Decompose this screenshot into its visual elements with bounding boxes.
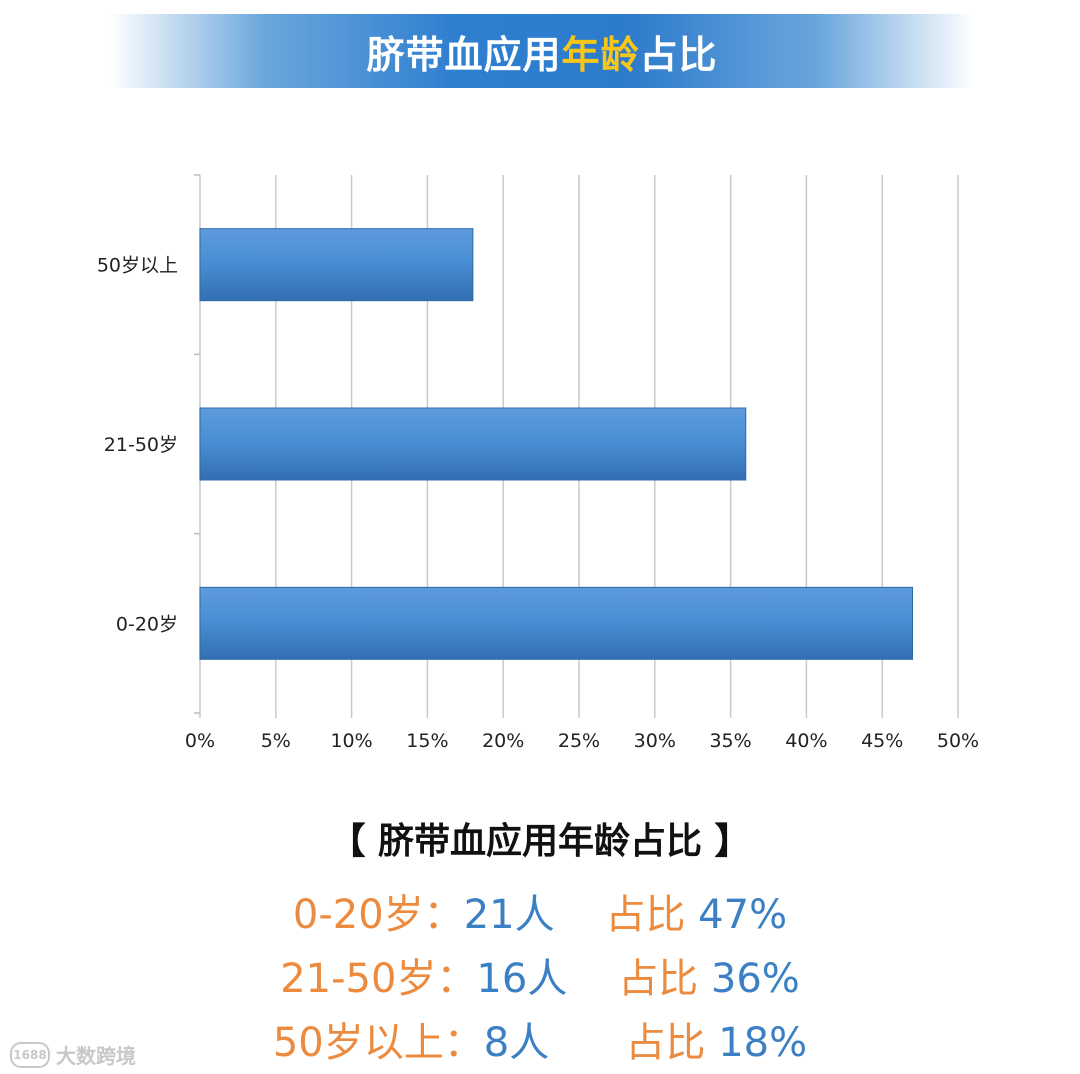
summary-row-share-value: 47% (698, 892, 788, 938)
summary-row-share-label: 占比 (618, 956, 699, 1002)
summary-row-share-value: 36% (710, 956, 800, 1002)
bar (199, 407, 747, 481)
y-category-label: 50岁以上 (97, 255, 178, 277)
summary-row-21-50: 21-50岁：16人 占比 36% (0, 946, 1080, 1004)
x-tick-label: 15% (406, 730, 448, 752)
y-category-label: 0-20岁 (116, 613, 178, 635)
summary-row-share-label: 占比 (625, 1020, 706, 1066)
summary-row-share-label: 占比 (605, 892, 686, 938)
x-tick-label: 10% (330, 730, 372, 752)
x-tick-label: 50% (937, 730, 979, 752)
y-axis-labels: 0-20岁 21-50岁 50岁以上 (97, 255, 178, 636)
banner-title-part1: 脐带血应用 (366, 32, 562, 77)
watermark-text: 大数跨境 (56, 1044, 136, 1068)
chart-bars (199, 228, 914, 660)
x-tick-label: 40% (785, 730, 827, 752)
summary-row-count: 21人 (463, 892, 555, 938)
x-axis-labels: 0% 5% 10% 15% 20% 25% 30% 35% 40% 45% 50% (185, 730, 979, 752)
x-tick-label: 20% (482, 730, 524, 752)
banner-title-part2: 占比 (639, 32, 718, 77)
bar-chart: 0-20岁 21-50岁 50岁以上 0% 5% 10% 15% 20% 25% 30% 35% 4… (97, 174, 979, 752)
summary-row-share-value: 18% (718, 1020, 808, 1066)
summary-row-label: 50岁以上： (272, 1020, 484, 1066)
watermark: 1688 大数跨境 (10, 1040, 136, 1069)
y-category-label: 21-50岁 (104, 434, 178, 456)
summary-row-count: 16人 (476, 956, 568, 1002)
summary-row-label: 0-20岁： (292, 892, 464, 938)
summary-row-50-plus: 50岁以上：8人 占比 18% (0, 1010, 1080, 1068)
summary-row-0-20: 0-20岁：21人 占比 47% (0, 882, 1080, 940)
x-tick-label: 30% (634, 730, 676, 752)
banner-title: 脐带血应用年龄占比 (366, 24, 717, 79)
summary-heading: 【 脐带血应用年龄占比 】 (329, 821, 751, 862)
x-tick-label: 25% (558, 730, 600, 752)
banner-title-highlight: 年龄 (561, 32, 640, 77)
summary-row-label: 21-50岁： (280, 956, 477, 1002)
watermark-logo: 1688 (10, 1041, 50, 1068)
bar (199, 228, 474, 302)
x-tick-label: 35% (709, 730, 751, 752)
x-tick-label: 0% (185, 730, 215, 752)
x-tick-label: 5% (261, 730, 291, 752)
title-banner: 脐带血应用年龄占比 (110, 14, 974, 88)
bar (199, 586, 914, 660)
x-tick-label: 45% (861, 730, 903, 752)
summary-row-count: 8人 (483, 1020, 550, 1066)
